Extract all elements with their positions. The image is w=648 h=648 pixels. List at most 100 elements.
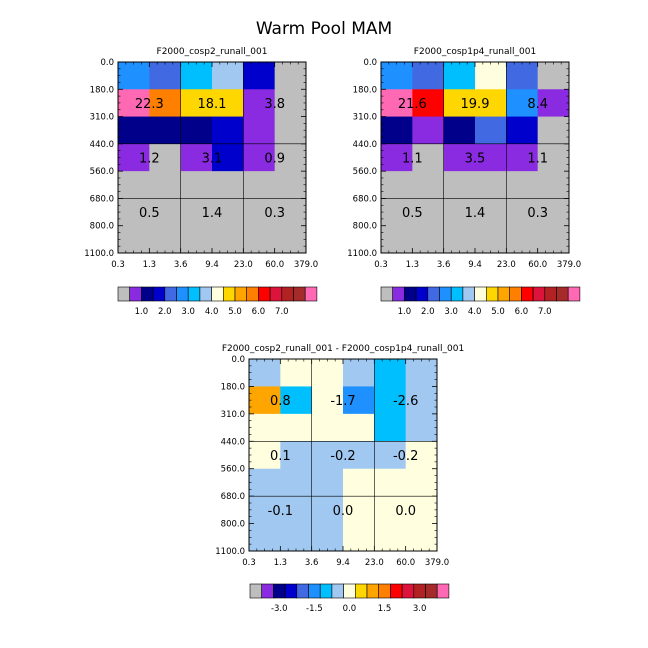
cell-value-label: 3.1 (202, 152, 223, 167)
cell-value-label: 3.8 (264, 97, 285, 112)
heatmap-cell (149, 143, 182, 172)
heatmap-cell (343, 468, 375, 497)
heatmap-cell (475, 143, 507, 172)
y-tick-label: 560.0 (221, 465, 245, 475)
heatmap-cell (412, 62, 445, 90)
colorbar-tick-label: 5.0 (491, 307, 505, 317)
heatmap-cell (475, 225, 507, 254)
heatmap-cell (311, 359, 344, 387)
colorbar-swatch (521, 286, 534, 302)
heatmap-cell (212, 62, 244, 90)
y-tick-label: 310.0 (221, 410, 245, 420)
colorbar-swatch (296, 583, 309, 599)
heatmap-cell (280, 413, 313, 442)
heatmap-cell (118, 171, 150, 199)
x-tick-label: 379.0 (294, 260, 318, 270)
colorbar-swatch (462, 286, 475, 302)
x-tick-label: 23.0 (365, 558, 384, 568)
heatmap-cell (118, 116, 150, 145)
heatmap-cell (212, 198, 244, 227)
heatmap-cell (412, 143, 445, 172)
heatmap-cell (443, 225, 476, 254)
cell-value-label: 1.1 (527, 152, 548, 167)
heatmap-panel-2: 0.3 1.3 3.6 9.4 23.0 60.0 379.0 0.0 180.0 310.0 44… (347, 47, 581, 317)
heatmap-cell (243, 171, 276, 199)
colorbar-swatch (497, 286, 510, 302)
colorbar-swatch (261, 583, 274, 599)
colorbar-swatch (427, 286, 440, 302)
colorbar-swatch (319, 583, 333, 599)
heatmap-cell (381, 225, 413, 254)
heatmap-cell (274, 143, 307, 172)
heatmap-cell (475, 116, 507, 145)
colorbar-tick-label: 3.0 (413, 604, 427, 614)
y-tick-label: 680.0 (353, 194, 377, 204)
colorbar-swatch (293, 286, 306, 302)
x-tick-label: 23.0 (234, 260, 253, 270)
y-tick-label: 310.0 (353, 113, 377, 123)
y-tick-label: 800.0 (353, 222, 377, 232)
heatmap-cell (443, 143, 476, 172)
heatmap-cell (249, 386, 281, 415)
y-tick-label: 680.0 (90, 194, 114, 204)
heatmap-cell (149, 225, 182, 254)
x-tick-label: 0.3 (374, 260, 388, 270)
panel-title: F2000_cosp2_runall_001 (157, 47, 268, 57)
heatmap-cell (537, 62, 570, 90)
colorbar-swatch (281, 286, 294, 302)
cell-value-label: 0.3 (264, 206, 285, 221)
heatmap-cell (274, 62, 307, 90)
x-tick-label: 1.3 (406, 260, 420, 270)
heatmap-cell (506, 225, 539, 254)
heatmap-cell (405, 523, 438, 552)
colorbar-swatch (234, 286, 247, 302)
x-tick-label: 379.0 (425, 558, 449, 568)
heatmap-cell (475, 89, 507, 117)
y-tick-label: 180.0 (353, 85, 377, 95)
heatmap-cell (343, 496, 375, 524)
colorbar-tick-label: 7.0 (538, 307, 552, 317)
colorbar-swatch (273, 583, 286, 599)
heatmap-cell (537, 198, 570, 227)
heatmap-cell (274, 225, 307, 254)
heatmap-cell (443, 89, 476, 117)
heatmap-cell (537, 171, 570, 199)
colorbar-swatch (117, 286, 130, 302)
colorbar-swatch (380, 286, 393, 302)
heatmap-cell (405, 359, 438, 387)
x-tick-label: 1.3 (143, 260, 157, 270)
heatmap-cell (280, 386, 313, 415)
colorbar-tick-label: -1.5 (306, 604, 323, 614)
colorbar-swatch (404, 286, 417, 302)
heatmap-cell (280, 359, 313, 387)
colorbar-swatch (401, 583, 415, 599)
cell-value-label: 3.5 (465, 152, 486, 167)
heatmap-cell (249, 468, 281, 497)
cell-value-label: 0.5 (139, 206, 160, 221)
heatmap-cell (118, 225, 150, 254)
heatmap-cell (443, 171, 476, 199)
colorbar-swatch (378, 583, 391, 599)
heatmap-cell (280, 468, 313, 497)
heatmap-cell (374, 413, 407, 442)
x-tick-label: 9.4 (336, 558, 350, 568)
x-tick-label: 9.4 (468, 260, 482, 270)
colorbar-tick-label: 2.0 (158, 307, 172, 317)
colorbar-swatch (390, 583, 403, 599)
colorbar-swatch (152, 286, 166, 302)
y-tick-label: 560.0 (353, 167, 377, 177)
cell-value-label: 0.5 (402, 206, 423, 221)
heatmap-cell (506, 62, 539, 90)
heatmap-cell (274, 116, 307, 145)
cell-value-label: -0.2 (330, 449, 355, 464)
heatmap-cell (243, 225, 276, 254)
colorbar-swatch (304, 286, 318, 302)
colorbar-swatch (129, 286, 142, 302)
heatmap-cell (149, 198, 182, 227)
heatmap-cell (180, 116, 213, 145)
heatmap-cell (381, 171, 413, 199)
heatmap-cell (118, 198, 150, 227)
y-tick-label: 0.0 (231, 355, 245, 365)
heatmap-cell (412, 89, 445, 117)
x-tick-label: 3.6 (174, 260, 188, 270)
